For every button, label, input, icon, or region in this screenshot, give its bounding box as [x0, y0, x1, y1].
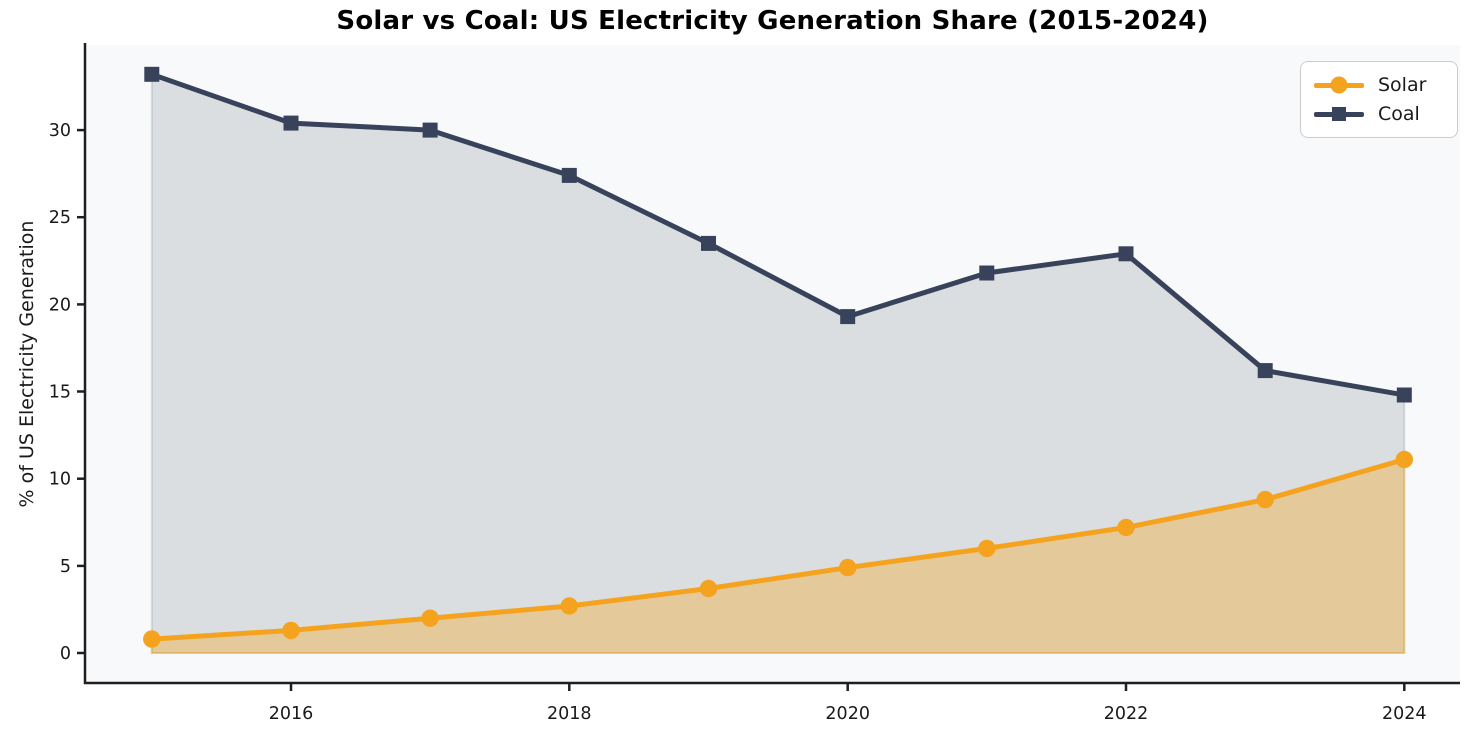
x-tick-label: 2016 [269, 704, 314, 724]
y-tick-label: 5 [60, 557, 71, 577]
x-tick-label: 2018 [547, 704, 592, 724]
solar-marker-icon [1330, 76, 1348, 94]
solar-marker [839, 558, 857, 577]
coal-marker [144, 66, 160, 82]
coal-marker [283, 115, 299, 131]
coal-marker-icon [1332, 107, 1346, 121]
solar-marker [1256, 490, 1274, 509]
chart-title: Solar vs Coal: US Electricity Generation… [336, 6, 1209, 36]
solar-line-icon [1314, 76, 1364, 94]
legend-item-solar: Solar [1314, 73, 1457, 96]
legend-label-coal: Coal [1378, 102, 1420, 125]
coal-marker [561, 167, 577, 183]
coal-marker [979, 265, 995, 281]
coal-marker [840, 309, 856, 325]
y-tick-label: 10 [49, 470, 71, 490]
solar-marker [1395, 450, 1414, 469]
coal-marker [1396, 387, 1412, 403]
y-tick-label: 15 [49, 383, 71, 403]
solar-marker [143, 630, 161, 648]
legend: Solar Coal [1300, 61, 1458, 138]
y-tick-label: 25 [49, 208, 71, 228]
y-tick-label: 20 [49, 295, 71, 315]
x-tick-label: 2022 [1104, 704, 1149, 724]
solar-marker [1117, 518, 1135, 537]
solar-marker [560, 597, 578, 615]
solar-line [151, 457, 1405, 642]
x-tick-label: 2024 [1382, 704, 1427, 724]
y-tick-label: 0 [60, 644, 71, 664]
coal-line [150, 71, 1405, 398]
coal-line-icon [1314, 107, 1364, 121]
y-tick-label: 30 [49, 121, 71, 141]
coal-marker [1118, 246, 1134, 262]
solar-marker [282, 621, 300, 640]
x-tick-label: 2020 [825, 704, 870, 724]
solar-marker [978, 539, 996, 558]
solar-marker [421, 609, 439, 627]
coal-marker [422, 122, 438, 138]
legend-item-coal: Coal [1314, 102, 1457, 125]
coal-marker [701, 235, 716, 251]
coal-marker [1257, 363, 1273, 379]
solar-marker [699, 579, 718, 598]
legend-label-solar: Solar [1378, 73, 1427, 96]
